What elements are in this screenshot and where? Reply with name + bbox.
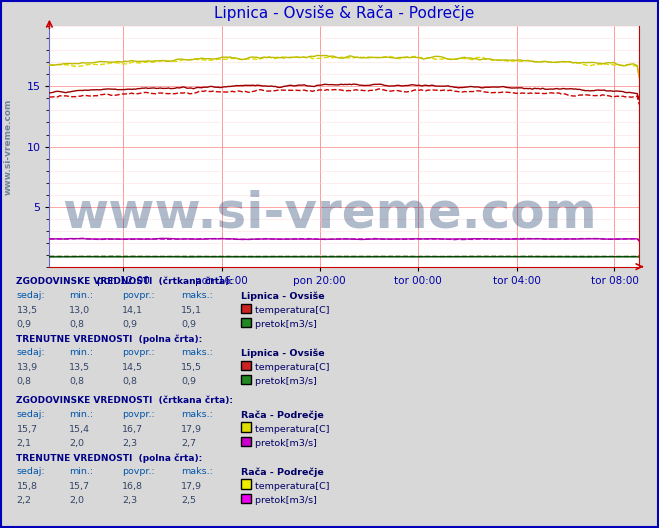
Text: TRENUTNE VREDNOSTI  (polna črta):: TRENUTNE VREDNOSTI (polna črta): bbox=[16, 334, 203, 344]
Text: pretok[m3/s]: pretok[m3/s] bbox=[252, 496, 317, 505]
Text: Rača - Podrečje: Rača - Podrečje bbox=[241, 467, 324, 477]
Title: Lipnica - Ovsiše & Rača - Podrečje: Lipnica - Ovsiše & Rača - Podrečje bbox=[214, 5, 474, 21]
Text: 0,8: 0,8 bbox=[69, 320, 84, 329]
Text: temperatura[C]: temperatura[C] bbox=[252, 363, 330, 372]
Text: 14,1: 14,1 bbox=[122, 306, 143, 315]
Text: 16,7: 16,7 bbox=[122, 425, 143, 433]
Text: 17,9: 17,9 bbox=[181, 482, 202, 491]
Text: min.:: min.: bbox=[69, 467, 94, 476]
Text: 13,5: 13,5 bbox=[16, 306, 38, 315]
Text: povpr.:: povpr.: bbox=[122, 467, 155, 476]
Text: sedaj:: sedaj: bbox=[16, 410, 45, 419]
Text: 15,4: 15,4 bbox=[69, 425, 90, 433]
Text: Rača - Podrečje: Rača - Podrečje bbox=[241, 410, 324, 420]
Text: sedaj:: sedaj: bbox=[16, 467, 45, 476]
Text: temperatura[C]: temperatura[C] bbox=[252, 425, 330, 433]
Text: 15,5: 15,5 bbox=[181, 363, 202, 372]
Text: 2,0: 2,0 bbox=[69, 496, 84, 505]
Text: ZGODOVINSKE VREDNOSTI  (črtkana črta):: ZGODOVINSKE VREDNOSTI (črtkana črta): bbox=[16, 396, 233, 405]
Text: maks.:: maks.: bbox=[181, 291, 213, 300]
Text: Lipnica - Ovsiše: Lipnica - Ovsiše bbox=[241, 291, 324, 301]
Text: temperatura[C]: temperatura[C] bbox=[252, 482, 330, 491]
Text: 2,1: 2,1 bbox=[16, 439, 32, 448]
Text: ZGODOVINSKE VREDNOSTI  (črtkana črta):: ZGODOVINSKE VREDNOSTI (črtkana črta): bbox=[16, 277, 233, 286]
Text: www.si-vreme.com: www.si-vreme.com bbox=[62, 190, 597, 238]
Text: 15,1: 15,1 bbox=[181, 306, 202, 315]
Text: 2,3: 2,3 bbox=[122, 496, 137, 505]
Text: pretok[m3/s]: pretok[m3/s] bbox=[252, 320, 317, 329]
Text: TRENUTNE VREDNOSTI  (polna črta):: TRENUTNE VREDNOSTI (polna črta): bbox=[16, 453, 203, 463]
Text: 13,5: 13,5 bbox=[69, 363, 90, 372]
Text: 0,9: 0,9 bbox=[181, 377, 196, 386]
Text: 2,5: 2,5 bbox=[181, 496, 196, 505]
Text: 15,7: 15,7 bbox=[16, 425, 38, 433]
Text: 2,7: 2,7 bbox=[181, 439, 196, 448]
Text: Lipnica - Ovsiše: Lipnica - Ovsiše bbox=[241, 348, 324, 358]
Text: povpr.:: povpr.: bbox=[122, 410, 155, 419]
Text: www.si-vreme.com: www.si-vreme.com bbox=[3, 98, 13, 195]
Text: 0,9: 0,9 bbox=[16, 320, 32, 329]
Text: 2,2: 2,2 bbox=[16, 496, 32, 505]
Text: min.:: min.: bbox=[69, 291, 94, 300]
Text: 0,8: 0,8 bbox=[122, 377, 137, 386]
Text: 17,9: 17,9 bbox=[181, 425, 202, 433]
Text: 16,8: 16,8 bbox=[122, 482, 143, 491]
Text: temperatura[C]: temperatura[C] bbox=[252, 306, 330, 315]
Text: 2,3: 2,3 bbox=[122, 439, 137, 448]
Text: 13,9: 13,9 bbox=[16, 363, 38, 372]
Text: min.:: min.: bbox=[69, 410, 94, 419]
Text: min.:: min.: bbox=[69, 348, 94, 357]
Text: sedaj:: sedaj: bbox=[16, 291, 45, 300]
Text: maks.:: maks.: bbox=[181, 467, 213, 476]
Text: pretok[m3/s]: pretok[m3/s] bbox=[252, 439, 317, 448]
Text: 13,0: 13,0 bbox=[69, 306, 90, 315]
Text: pretok[m3/s]: pretok[m3/s] bbox=[252, 377, 317, 386]
Text: povpr.:: povpr.: bbox=[122, 348, 155, 357]
Text: 0,9: 0,9 bbox=[122, 320, 137, 329]
Text: 0,8: 0,8 bbox=[16, 377, 32, 386]
Text: maks.:: maks.: bbox=[181, 410, 213, 419]
Text: 14,5: 14,5 bbox=[122, 363, 143, 372]
Text: 2,0: 2,0 bbox=[69, 439, 84, 448]
Text: 0,9: 0,9 bbox=[181, 320, 196, 329]
Text: 15,8: 15,8 bbox=[16, 482, 38, 491]
Text: maks.:: maks.: bbox=[181, 348, 213, 357]
Text: povpr.:: povpr.: bbox=[122, 291, 155, 300]
Text: 0,8: 0,8 bbox=[69, 377, 84, 386]
Text: sedaj:: sedaj: bbox=[16, 348, 45, 357]
Text: 15,7: 15,7 bbox=[69, 482, 90, 491]
